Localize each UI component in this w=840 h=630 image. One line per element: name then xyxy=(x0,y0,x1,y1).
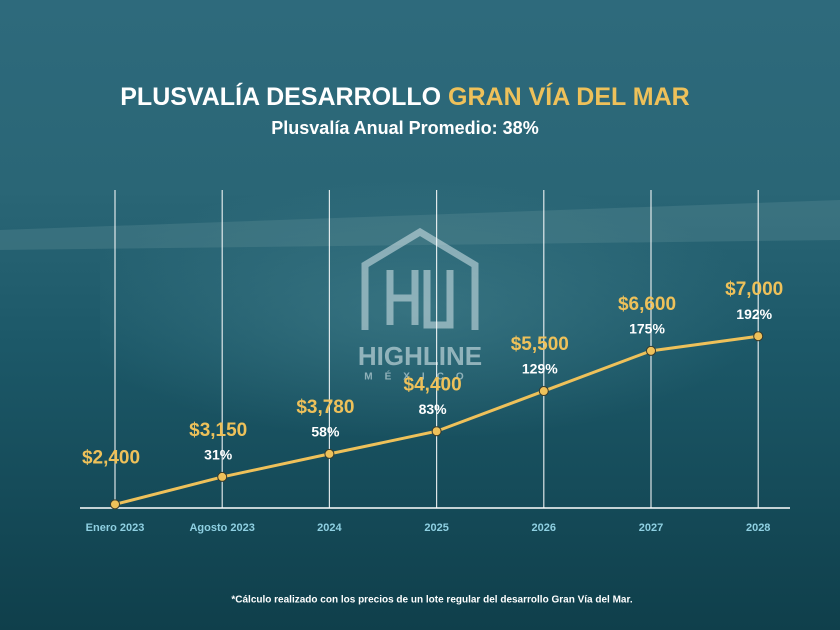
footnote: *Cálculo realizado con los precios de un… xyxy=(231,595,632,606)
point xyxy=(431,426,442,437)
logo-name: HIGHLINE xyxy=(358,341,482,371)
title-highlight: GRAN VÍA DEL MAR xyxy=(448,82,690,111)
growth-label: 83% xyxy=(419,401,448,417)
x-tick-label: 2028 xyxy=(746,522,770,534)
logo-country: MÉXICO xyxy=(364,370,475,383)
point xyxy=(646,345,656,356)
value-label: $2,400 xyxy=(82,447,140,468)
x-tick-label: Enero 2023 xyxy=(86,522,145,534)
value-label: $5,500 xyxy=(511,334,569,355)
growth-label: 192% xyxy=(736,306,772,322)
chart-subtitle: Plusvalía Anual Promedio: 38% xyxy=(271,118,538,138)
value-label: $6,600 xyxy=(618,294,676,315)
point xyxy=(753,331,764,342)
x-tick-label: 2027 xyxy=(639,522,663,534)
growth-label: 31% xyxy=(204,447,233,463)
logo-mark xyxy=(361,227,479,330)
value-label: $4,400 xyxy=(404,374,462,395)
x-tick-label: Agosto 2023 xyxy=(189,522,254,534)
growth-label: 58% xyxy=(311,424,340,440)
point xyxy=(538,386,549,397)
x-tick-label: 2024 xyxy=(317,522,342,534)
point xyxy=(324,448,335,459)
point xyxy=(110,499,120,510)
value-label: $3,780 xyxy=(296,397,354,418)
point xyxy=(217,471,228,482)
growth-label: 175% xyxy=(629,321,665,337)
value-label: $3,150 xyxy=(189,420,247,441)
value-label: $7,000 xyxy=(725,279,783,300)
title-main: PLUSVALÍA DESARROLLO xyxy=(120,82,441,111)
x-tick-label: 2026 xyxy=(532,522,556,534)
x-tick-label: 2025 xyxy=(424,522,448,534)
shoreline xyxy=(0,200,840,250)
chart-title: PLUSVALÍA DESARROLLO GRAN VÍA DEL MAR xyxy=(120,82,689,111)
growth-label: 129% xyxy=(522,361,558,377)
